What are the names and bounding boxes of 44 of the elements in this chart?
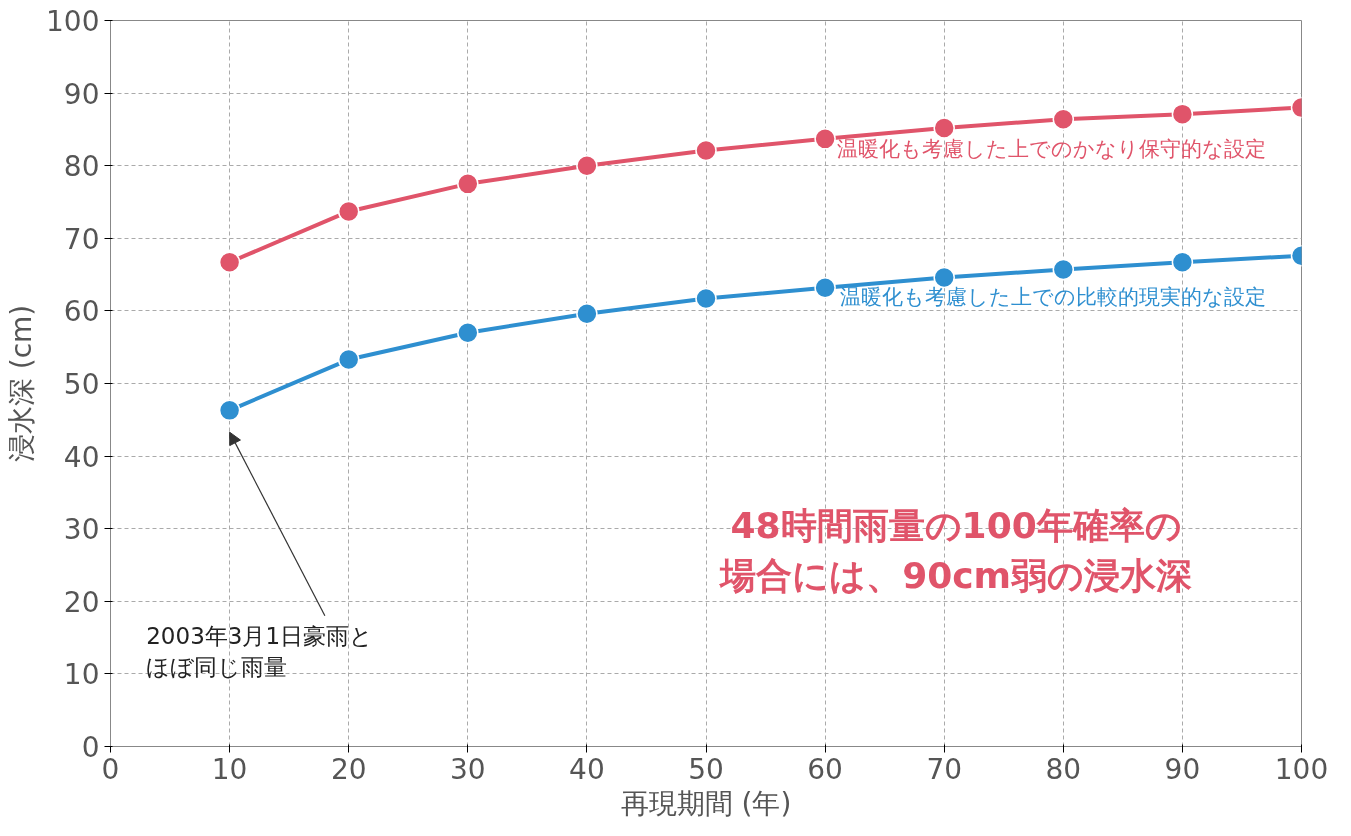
point <box>1052 258 1075 281</box>
point <box>1052 108 1075 130</box>
y-tick-label: 20 <box>63 585 100 619</box>
point <box>576 154 598 177</box>
point <box>457 321 479 344</box>
x-tick-label: 90 <box>1164 752 1201 786</box>
y-tick-label: 60 <box>63 295 100 329</box>
point <box>814 276 836 299</box>
series-label: 温暖化も考慮した上での比較的現実的な設定 <box>839 284 1266 309</box>
x-tick-label: 40 <box>569 752 605 786</box>
x-tick-label: 80 <box>1045 752 1082 786</box>
x-tick-label: 70 <box>926 752 963 786</box>
x-axis-title: 再現期間 (年) <box>620 786 792 820</box>
point <box>218 251 241 273</box>
x-tick-label: 10 <box>211 752 248 786</box>
point <box>218 399 241 422</box>
y-tick-label: 0 <box>81 731 100 764</box>
y-tick-label: 80 <box>63 150 100 184</box>
point <box>1171 251 1194 273</box>
y-tick-label: 40 <box>63 440 100 474</box>
point <box>457 173 479 195</box>
y-tick-label: 10 <box>63 658 100 692</box>
point <box>1171 103 1194 125</box>
y-tick-label: 100 <box>46 5 100 38</box>
x-tick-label: 50 <box>688 752 724 786</box>
y-axis-title: 浸水深 (cm) <box>5 304 39 463</box>
series-label: 温暖化も考慮した上でのかなり保守的な設定 <box>836 136 1266 161</box>
annotation: 48時間雨量の100年確率の場合には、90cm弱の浸水深 <box>718 505 1193 596</box>
point <box>814 128 836 150</box>
x-tick-label: 60 <box>807 752 843 786</box>
annotation: 2003年3月1日豪雨とほぼ同じ雨量 <box>146 623 374 681</box>
x-tick-label: 20 <box>330 752 367 786</box>
x-tick-label: 30 <box>449 752 486 786</box>
y-tick-label: 70 <box>63 222 100 256</box>
point <box>933 117 955 139</box>
point <box>576 303 598 325</box>
y-tick-label: 50 <box>63 368 100 401</box>
point <box>337 348 360 371</box>
point <box>337 200 360 223</box>
point <box>695 139 717 162</box>
x-tick-label: 100 <box>1274 752 1329 786</box>
point <box>695 287 717 310</box>
y-tick-label: 90 <box>63 77 100 111</box>
y-tick-label: 30 <box>63 513 100 547</box>
